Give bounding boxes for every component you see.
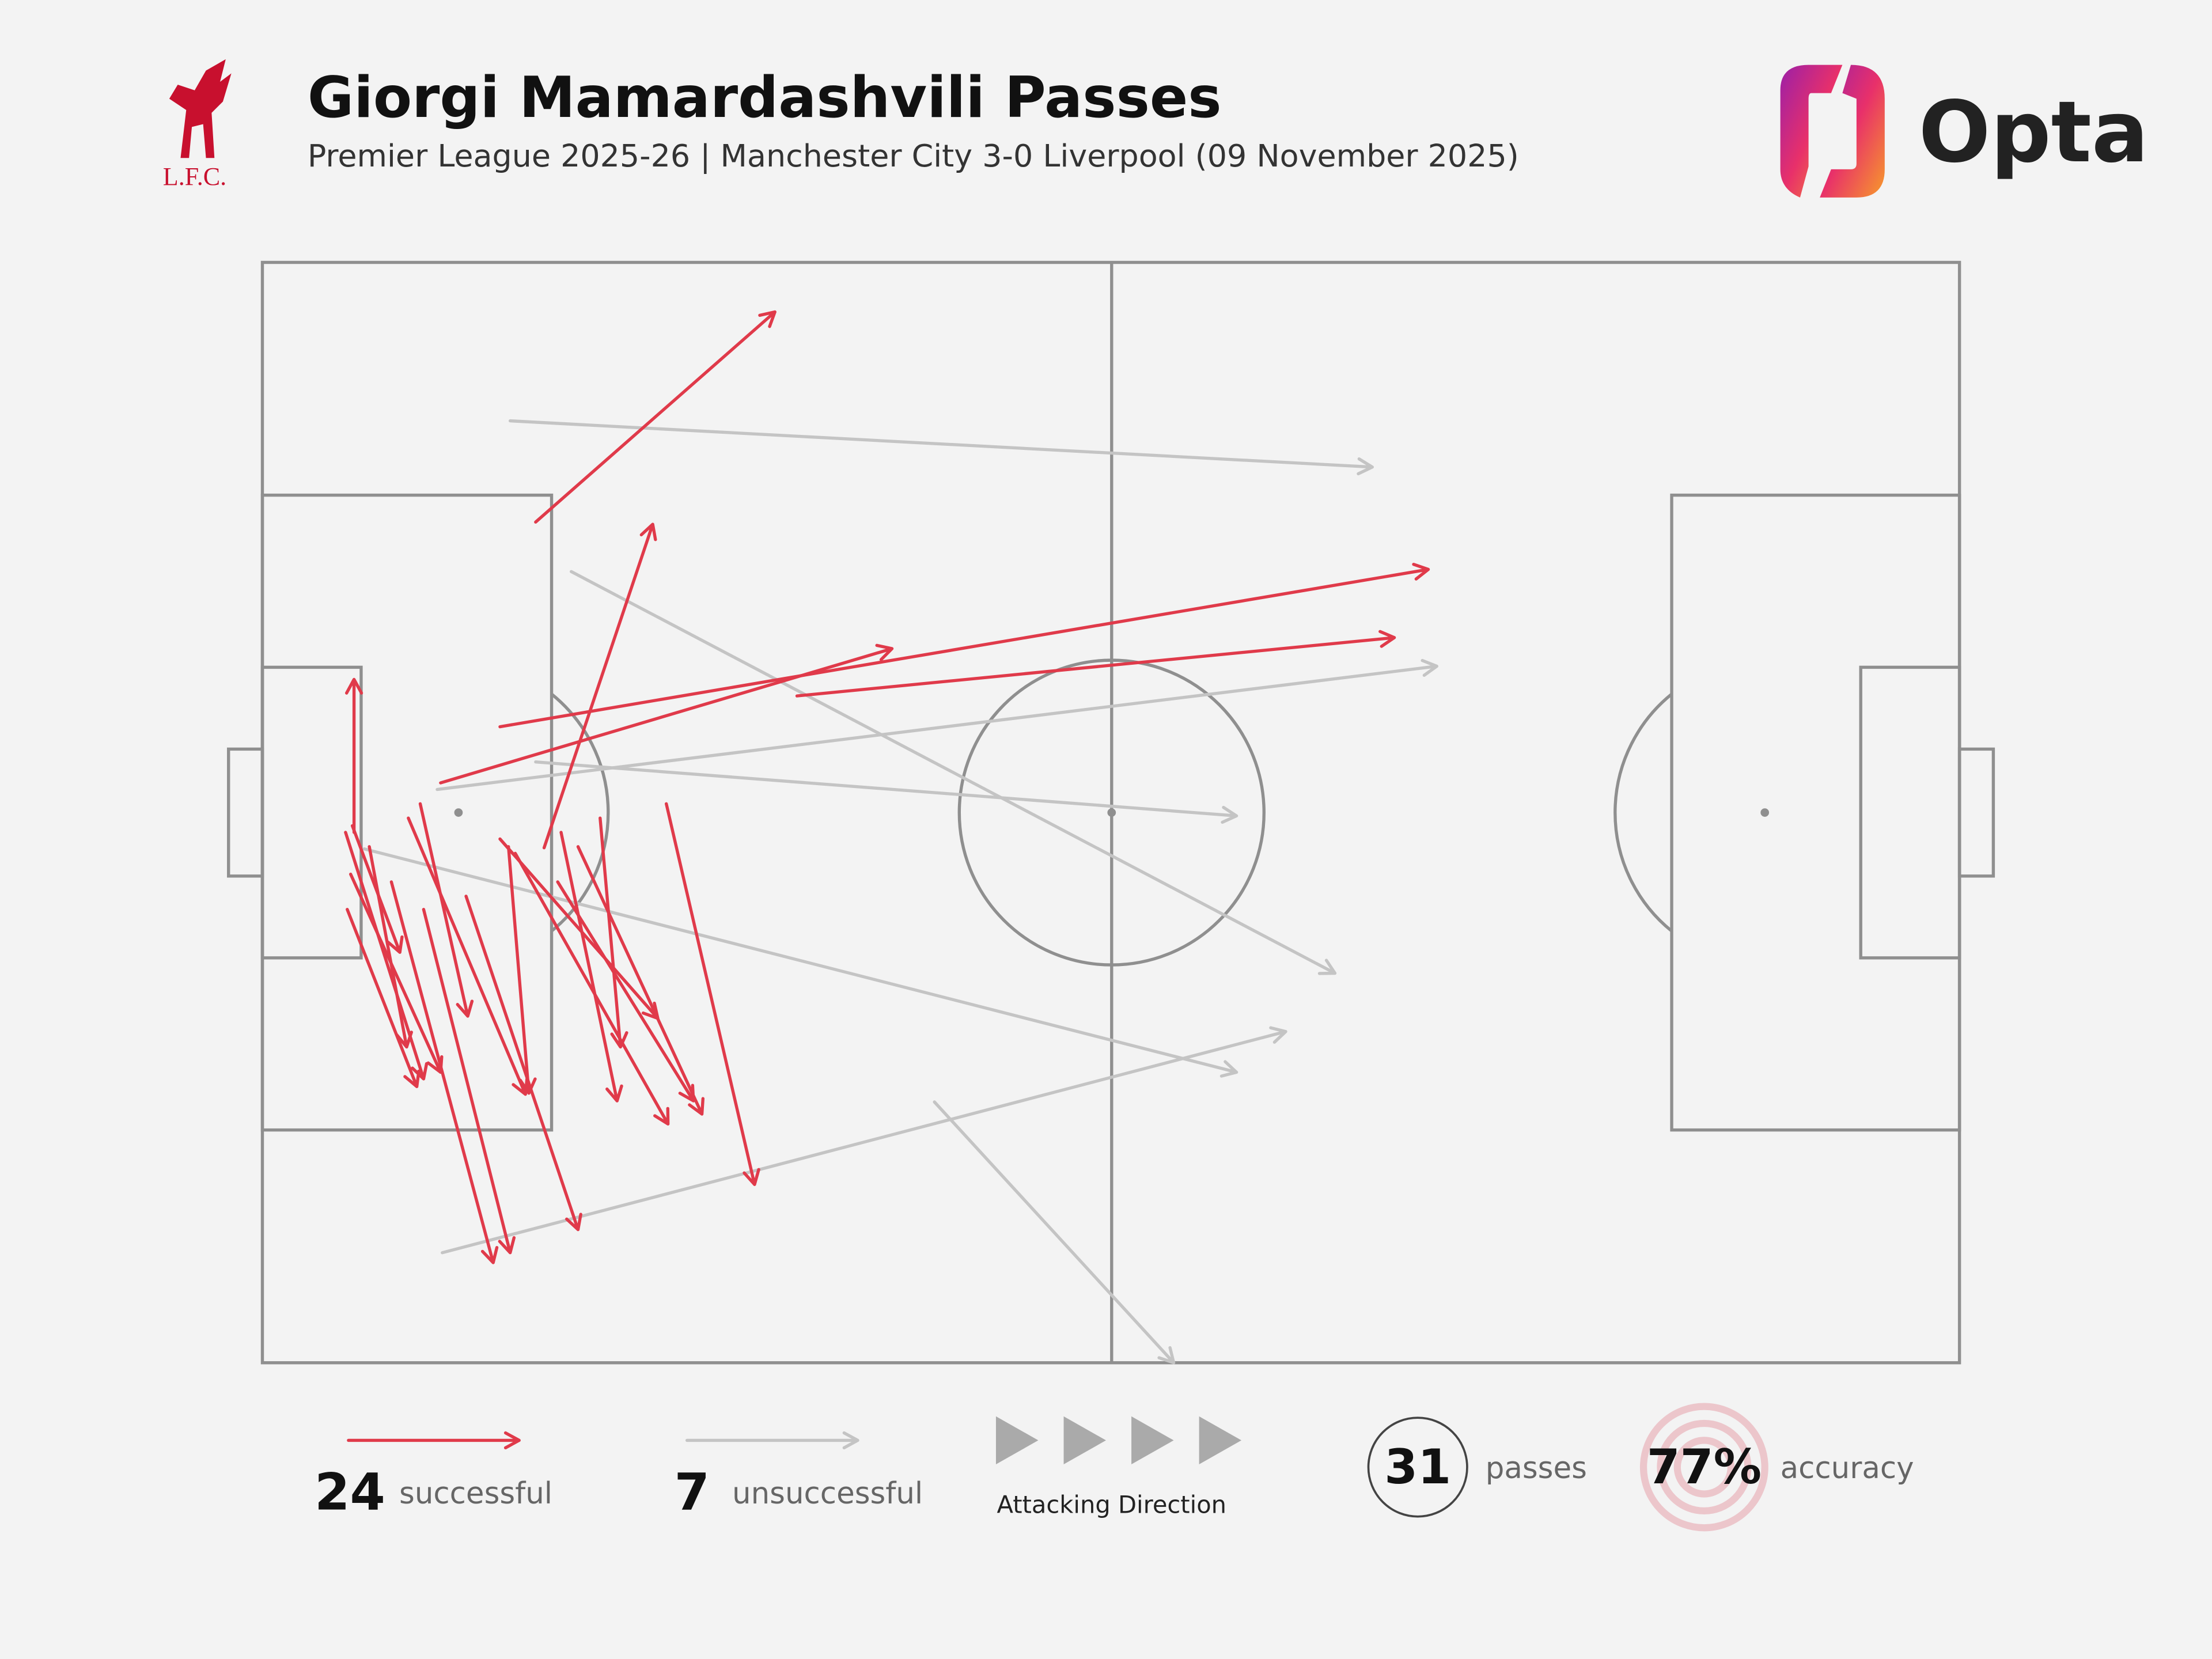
pass-arrow [464, 895, 582, 1232]
pass-arrow [498, 562, 1430, 729]
pass-arrow [441, 1026, 1287, 1255]
pass-arrow [435, 658, 1438, 791]
pass-arrow [570, 570, 1337, 975]
legend-arrow [685, 1431, 859, 1450]
centre-spot [1107, 808, 1116, 817]
total-label: passes [1486, 1451, 1587, 1486]
accuracy-rings [1639, 1403, 1768, 1532]
pass-arrow [344, 677, 363, 834]
passes [344, 310, 1438, 1365]
direction-arrows [995, 1416, 1242, 1465]
chart-subtitle: Premier League 2025-26 | Manchester City… [308, 138, 1519, 174]
brand-name: Opta [1919, 83, 2149, 181]
club-logo-text: L.F.C. [163, 162, 226, 191]
pass-arrow [559, 831, 623, 1103]
pass-arrow [534, 760, 1238, 824]
club-logo: L.F.C. [163, 59, 232, 191]
pass-arrow [418, 802, 474, 1018]
pass-arrow [346, 908, 421, 1088]
pass-arrow [507, 845, 537, 1095]
legend-label: successful [399, 1476, 552, 1511]
penalty-spot [1760, 808, 1770, 817]
legend-label: unsuccessful [732, 1476, 923, 1511]
pass-arrow [556, 880, 695, 1103]
pass-arrow [534, 310, 777, 524]
legend: Attacking Direction 31 passes 77% accura… [315, 1403, 1914, 1532]
pass-arrow [389, 880, 499, 1264]
legend-count: 24 [315, 1462, 385, 1521]
pass-arrow [422, 908, 516, 1255]
accuracy-label: accuracy [1781, 1451, 1914, 1486]
pass-arrow [664, 802, 760, 1186]
total-circle [1367, 1416, 1468, 1518]
pass-arrow [407, 816, 529, 1096]
pass-arrow [576, 845, 705, 1116]
pass-arrow [933, 1100, 1176, 1365]
legend-count: 7 [675, 1462, 710, 1521]
pass-arrow [513, 851, 670, 1126]
pass-arrow [599, 816, 628, 1049]
pass-arrow [362, 847, 1238, 1078]
pass-arrow [508, 419, 1374, 476]
pass-arrow [439, 643, 894, 785]
direction-label: Attacking Direction [997, 1491, 1227, 1519]
pass-arrow [795, 630, 1396, 698]
legend-arrow [347, 1431, 521, 1450]
total-value: 31 [1384, 1439, 1451, 1495]
chart-title: Giorgi Mamardashvili Passes [308, 65, 1222, 131]
pass-arrow [368, 845, 413, 1049]
accuracy-value: 77% [1647, 1439, 1762, 1495]
penalty-spot [454, 808, 463, 817]
pass-arrow [542, 522, 657, 850]
pass-arrow [349, 872, 444, 1074]
brand-logo: Opta [1780, 65, 2149, 198]
